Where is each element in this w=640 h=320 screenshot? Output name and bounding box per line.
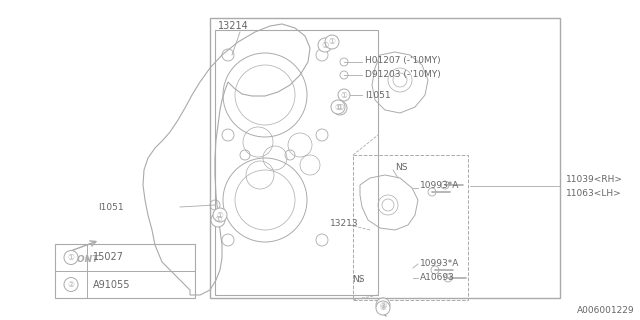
Bar [215,30,378,295]
Text: ①: ① [336,103,344,113]
Text: 10993*A: 10993*A [420,259,460,268]
Text: A10693: A10693 [420,273,455,282]
Circle shape [64,251,78,265]
Text: NS: NS [352,276,365,284]
Circle shape [325,35,339,49]
Text: H01207 (-'10MY): H01207 (-'10MY) [365,57,440,66]
Text: NS: NS [395,164,408,172]
Bar [55,244,195,298]
Text: ②: ② [380,300,387,309]
Text: FRONT: FRONT [65,255,99,264]
Text: 11039<RH>: 11039<RH> [566,175,623,185]
Text: I1051: I1051 [98,204,124,212]
Bar [353,155,468,300]
Text: ②: ② [68,280,74,289]
Text: A006001229: A006001229 [577,306,635,315]
Text: I1051: I1051 [365,91,390,100]
Text: 13214: 13214 [218,21,249,31]
Circle shape [318,38,332,52]
Text: ①: ① [321,41,329,50]
Text: 15027: 15027 [93,252,124,262]
Text: ①: ① [214,215,221,225]
Text: ①: ① [68,253,74,262]
Bar [210,18,560,298]
Text: ①: ① [328,37,335,46]
Text: ①: ① [335,102,341,111]
Circle shape [376,301,390,315]
Text: A91055: A91055 [93,279,131,290]
Text: 13213: 13213 [330,220,358,228]
Text: D91203 (-'10MY): D91203 (-'10MY) [365,70,441,79]
Text: ①: ① [216,211,223,220]
Circle shape [376,298,390,312]
Text: 10993*A: 10993*A [420,181,460,190]
Text: ②: ② [380,303,387,313]
Circle shape [338,89,350,101]
Circle shape [211,213,225,227]
Circle shape [333,101,347,115]
Circle shape [64,277,78,292]
Text: ①: ① [340,91,348,100]
Circle shape [213,208,227,222]
Text: 11063<LH>: 11063<LH> [566,188,621,197]
Circle shape [331,100,345,114]
